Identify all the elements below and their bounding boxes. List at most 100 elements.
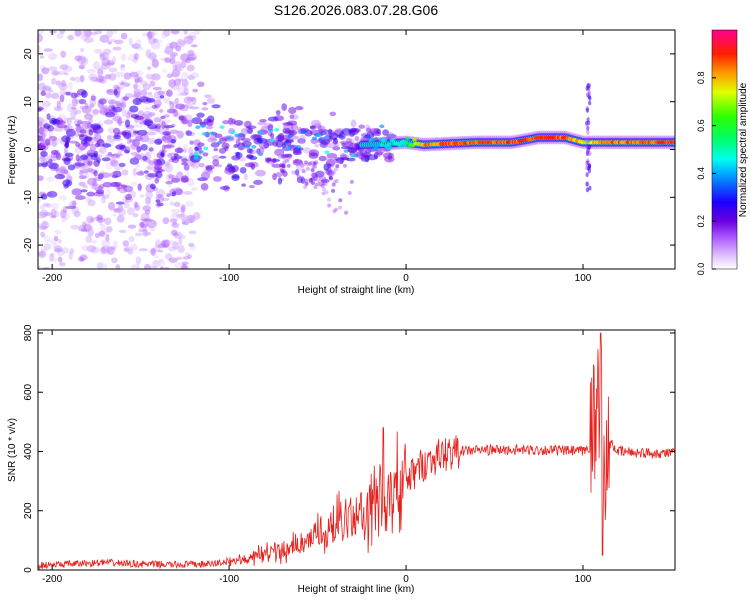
spectrogram-blob [244, 162, 255, 168]
spectrogram-blob [49, 256, 58, 263]
spectrogram-blob [74, 126, 81, 132]
spectrogram-blob [161, 123, 169, 127]
spectrogram-blob [111, 30, 118, 34]
spectrogram-blob [181, 261, 189, 265]
spectrogram-blob [350, 119, 357, 128]
spectrogram-blob [96, 157, 101, 164]
spectrogram-blob [38, 116, 44, 125]
spectrogram-blob [91, 108, 100, 115]
spectrogram-blob [248, 185, 255, 189]
spectrogram-blob [98, 98, 107, 105]
spectrogram-blob [93, 170, 98, 177]
spectrogram-blob [58, 195, 68, 201]
spectrogram-blob [59, 89, 67, 96]
spectrogram-blob [131, 243, 138, 251]
spectrogram-heat-layer [38, 30, 675, 269]
spectrogram-blob [202, 101, 208, 106]
spectrogram-blob [185, 130, 193, 137]
spectrogram-blob [335, 164, 340, 169]
x-tick-label: 100 [575, 574, 592, 585]
spectrogram-blob [39, 204, 46, 210]
spectrogram-blob [136, 146, 142, 153]
spectrogram-blob [325, 143, 336, 148]
spectrogram-blob [53, 210, 60, 218]
spectrogram-blob [77, 143, 87, 151]
spectrogram-blob [134, 202, 140, 210]
spectrogram-blob [43, 243, 52, 251]
spectrogram-blob [343, 149, 349, 153]
spectrogram-blob [161, 197, 170, 201]
spectrogram-blob [106, 88, 116, 95]
spectrogram-blob [102, 143, 112, 148]
spectrogram-blob [294, 158, 301, 163]
spectrogram-blob [56, 124, 68, 129]
spectrogram-blob [113, 240, 118, 245]
spectrogram-blob [114, 71, 125, 78]
spectrogram-blob [200, 171, 211, 180]
spectrogram-blob [310, 125, 317, 130]
spectrogram-blob [117, 207, 126, 217]
spectrogram-blob [171, 208, 181, 214]
spectrogram-blob [153, 99, 162, 108]
spectrogram-blob [334, 143, 340, 148]
spectrogram-blob [91, 240, 97, 244]
spectrogram-blob [234, 133, 240, 138]
spectrogram-blob [80, 90, 88, 98]
spectrogram-blob [235, 138, 241, 147]
spectrogram-blob [182, 148, 188, 153]
spectrogram-blob [77, 120, 82, 125]
spectrogram-blob [143, 217, 148, 225]
spectrogram-blob [83, 116, 91, 121]
spectrogram-blob [231, 165, 239, 173]
spectrogram-blob [328, 175, 333, 180]
spectrogram-blob [57, 248, 65, 257]
spectrogram-blob [160, 152, 165, 158]
spectrogram-blob [180, 216, 189, 223]
spectrogram-blob [231, 173, 240, 182]
spectrogram-blob [151, 59, 160, 68]
spectrogram-blob [189, 216, 194, 224]
colorbar-tick-label: 0.4 [696, 167, 706, 180]
x-tick-label: -100 [219, 273, 239, 284]
spectrogram-blob [112, 46, 122, 51]
spectrogram-blob [90, 123, 102, 129]
spectrogram-blob [311, 172, 316, 177]
spectrogram-blob [191, 117, 203, 125]
spectrogram-blob [174, 60, 182, 70]
spectrogram-blob [160, 57, 170, 61]
spectrogram-blob [338, 159, 343, 164]
spectrogram-blob [183, 35, 194, 45]
spectrogram-blob [169, 107, 175, 114]
spectrogram-blob [134, 78, 142, 83]
spectrogram-blob [298, 140, 305, 145]
spectrogram-blob [405, 136, 410, 141]
spectrogram-blob [81, 245, 89, 252]
spectrogram-blob [282, 169, 287, 174]
spectrogram-blob [122, 96, 129, 101]
spectrogram-blob [238, 132, 244, 137]
spectrogram-blob [181, 263, 187, 269]
spectrogram-blob [182, 144, 189, 151]
spectrogram-blob [150, 30, 158, 36]
spectrogram-blob [371, 138, 376, 142]
spectrogram-blob [282, 160, 287, 165]
spectrogram-blob [177, 78, 184, 82]
spectrogram-blob [38, 223, 43, 228]
spectrogram-blob [60, 215, 67, 223]
spectrogram-blob [170, 30, 180, 35]
spectrogram-blob [326, 152, 338, 159]
spectrogram-blob [190, 44, 198, 48]
spectrogram-blob [79, 146, 86, 151]
spectrogram-blob [94, 216, 101, 221]
spectrogram-blob [64, 152, 74, 157]
spectrogram-blob [125, 193, 132, 201]
spectrogram-blob [280, 154, 289, 159]
spectrogram-blob [111, 257, 118, 264]
y-tick-label: 800 [23, 324, 34, 341]
y-tick-label: -20 [23, 237, 34, 252]
spectrogram-blob [200, 183, 209, 191]
spectrogram-blob [135, 256, 141, 266]
spectrogram-blob [337, 205, 342, 210]
spectrogram-blob [41, 136, 46, 145]
spectrogram-blob [324, 135, 330, 139]
